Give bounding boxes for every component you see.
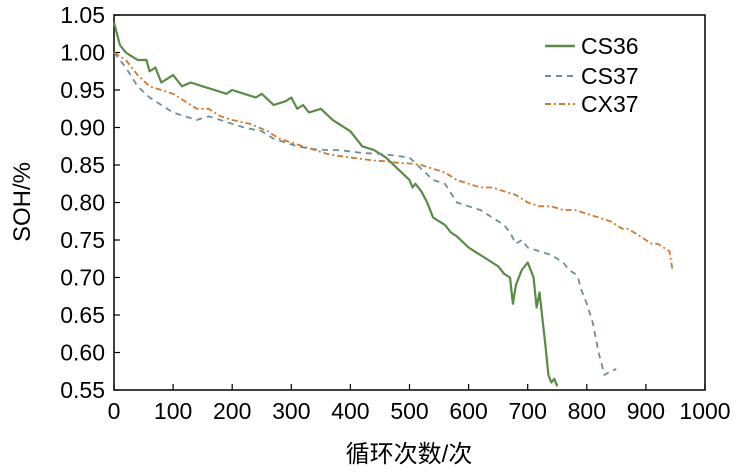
series-layer bbox=[112, 22, 674, 387]
x-tick-label: 900 bbox=[627, 398, 665, 424]
y-tick-label: 0.85 bbox=[60, 152, 105, 178]
y-tick-label: 0.95 bbox=[60, 77, 105, 103]
legend-label-cs37: CS37 bbox=[581, 63, 639, 89]
series-line-cs37 bbox=[113, 51, 617, 376]
y-axis: 0.55 0.60 0.65 0.70 0.75 0.80 0.85 0.90 0.95 1.00… bbox=[60, 2, 120, 403]
x-tick-label: 700 bbox=[509, 398, 547, 424]
x-tick-label: 800 bbox=[568, 398, 606, 424]
x-tick-label: 400 bbox=[331, 398, 369, 424]
x-tick-label: 0 bbox=[108, 398, 121, 424]
y-tick-label: 1.00 bbox=[60, 40, 105, 66]
y-axis-title: SOH/% bbox=[9, 162, 36, 242]
x-axis-title: 循环次数/次 bbox=[346, 441, 473, 468]
y-tick-label: 1.05 bbox=[60, 2, 105, 28]
y-tick-label: 0.65 bbox=[60, 302, 105, 328]
y-tick-label: 0.60 bbox=[60, 340, 105, 366]
x-tick-label: 100 bbox=[154, 398, 192, 424]
y-tick-label: 0.80 bbox=[60, 190, 105, 216]
x-tick-label: 200 bbox=[213, 398, 251, 424]
x-axis: 0 100 200 300 400 500 600 700 800 900 1000 bbox=[108, 384, 731, 424]
legend: CS36 CS37 CX37 bbox=[545, 33, 639, 117]
y-tick-label: 0.55 bbox=[60, 377, 105, 403]
x-tick-label: 300 bbox=[272, 398, 310, 424]
series-line-cs36 bbox=[112, 22, 559, 387]
y-tick-label: 0.90 bbox=[60, 115, 105, 141]
x-tick-label: 1000 bbox=[679, 398, 730, 424]
x-tick-label: 500 bbox=[390, 398, 428, 424]
y-tick-label: 0.70 bbox=[60, 265, 105, 291]
y-tick-label: 0.75 bbox=[60, 227, 105, 253]
legend-label-cs36: CS36 bbox=[581, 33, 639, 59]
legend-label-cx37: CX37 bbox=[581, 91, 639, 117]
x-tick-label: 600 bbox=[449, 398, 487, 424]
